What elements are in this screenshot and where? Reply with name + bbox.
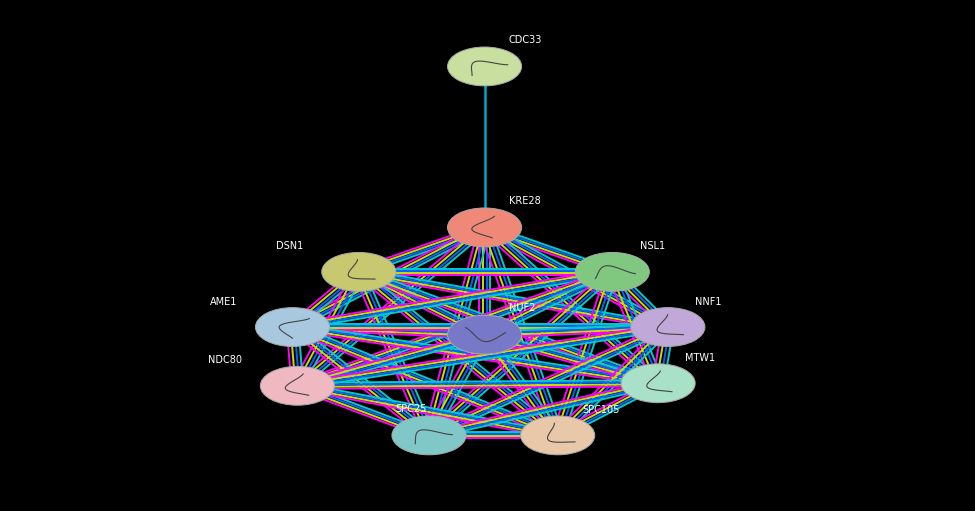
Circle shape [575, 252, 649, 291]
Text: MTW1: MTW1 [685, 353, 716, 363]
Text: DSN1: DSN1 [276, 241, 303, 251]
Text: NNF1: NNF1 [695, 296, 722, 307]
Circle shape [521, 416, 595, 455]
Text: NDC80: NDC80 [208, 355, 242, 365]
Text: NSL1: NSL1 [640, 241, 665, 251]
Text: CDC33: CDC33 [509, 35, 542, 45]
Text: SPC25: SPC25 [395, 404, 426, 414]
Circle shape [322, 252, 396, 291]
Circle shape [260, 366, 334, 405]
Circle shape [255, 308, 330, 346]
Circle shape [621, 364, 695, 403]
Text: AME1: AME1 [210, 296, 237, 307]
Circle shape [448, 315, 522, 354]
Circle shape [392, 416, 466, 455]
Text: NUF2: NUF2 [509, 303, 535, 313]
Circle shape [631, 308, 705, 346]
Circle shape [448, 208, 522, 247]
Text: KRE28: KRE28 [509, 196, 541, 206]
Circle shape [448, 47, 522, 86]
Text: SPC105: SPC105 [582, 405, 619, 415]
